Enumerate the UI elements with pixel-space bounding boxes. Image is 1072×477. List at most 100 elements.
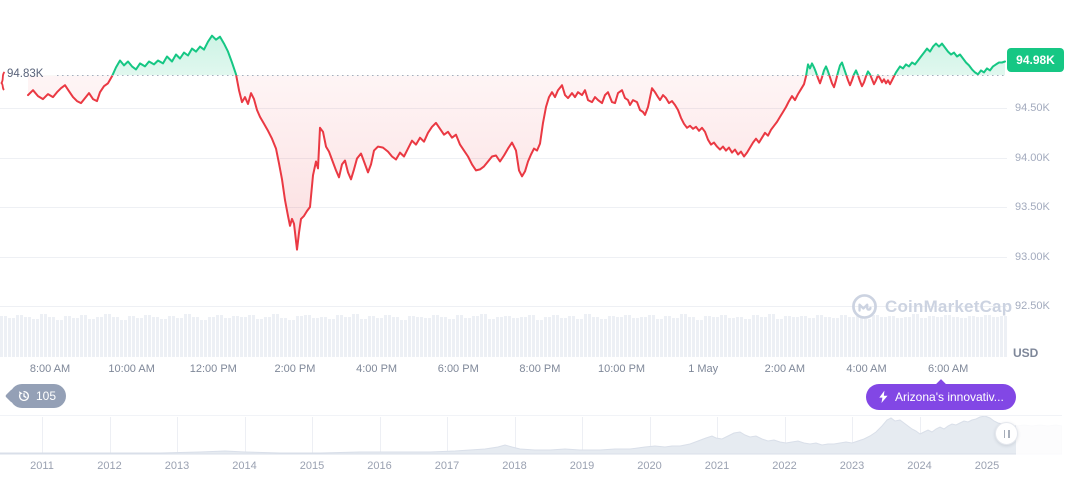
volume-bar — [864, 318, 867, 357]
watchers-count-badge[interactable]: 105 — [10, 384, 67, 408]
time-axis-label: 6:00 AM — [927, 363, 969, 375]
history-clock-icon — [18, 390, 30, 402]
price-axis-label: 92.50K — [1015, 300, 1050, 312]
currency-unit-label: USD — [1013, 346, 1039, 360]
volume-bar — [464, 317, 467, 357]
volume-bar — [20, 315, 23, 357]
volume-bar — [524, 316, 527, 357]
volume-bar — [488, 319, 491, 357]
volume-bar — [260, 318, 263, 357]
year-label: 2012 — [97, 460, 122, 472]
date-range-navigator[interactable]: 2011 2012 2013 2014 2015 2016 2017 2018 2019 2020… — [0, 415, 1062, 477]
time-axis-label: 4:00 AM — [846, 363, 887, 375]
range-drag-handle[interactable] — [995, 422, 1018, 445]
volume-bar — [224, 318, 227, 357]
volume-bar — [244, 317, 247, 357]
volume-bar — [280, 317, 283, 357]
volume-bar — [728, 318, 731, 357]
volume-bar — [340, 315, 343, 357]
volume-bar — [156, 316, 159, 357]
volume-bar — [544, 317, 547, 357]
year-gridline — [109, 417, 111, 454]
volume-bar — [840, 315, 843, 357]
volume-bar — [384, 314, 387, 357]
volume-bar — [480, 314, 483, 357]
volume-bar — [824, 316, 827, 357]
volume-bar — [396, 316, 399, 357]
volume-bar — [780, 318, 783, 357]
volume-bar — [456, 315, 459, 357]
volume-bar — [692, 316, 695, 357]
volume-bar — [168, 315, 171, 357]
volume-bar — [1000, 316, 1003, 357]
handle-grip-icon — [1003, 429, 1005, 438]
volume-bar — [504, 315, 507, 357]
volume-bar — [148, 315, 151, 357]
volume-bar — [324, 316, 327, 357]
coinmarketcap-watermark: CoinMarketCap — [851, 293, 1012, 320]
volume-bar — [928, 316, 931, 357]
volume-bar — [72, 317, 75, 357]
volume-bar — [800, 315, 803, 357]
volume-bar — [924, 317, 927, 357]
volume-bar — [888, 315, 891, 357]
volume-bar — [32, 319, 35, 357]
volume-bar — [832, 318, 835, 357]
volume-bar — [364, 318, 367, 357]
volume-bar — [64, 315, 67, 357]
volume-bar — [284, 317, 287, 357]
volume-bar — [784, 316, 787, 357]
volume-bar — [744, 319, 747, 357]
volume-bar — [344, 317, 347, 357]
volume-bar — [688, 316, 691, 357]
volume-bar — [788, 316, 791, 357]
volume-bar — [512, 318, 515, 357]
volume-bar — [128, 316, 131, 357]
volume-bar — [140, 318, 143, 357]
price-axis-label: 94.00K — [1015, 151, 1050, 164]
volume-bar — [968, 315, 971, 357]
volume-bar — [208, 316, 211, 357]
volume-bar — [332, 319, 335, 357]
news-alert-button[interactable]: Arizona's innovativ... — [866, 384, 1016, 410]
volume-bar — [820, 314, 823, 357]
volume-bar — [644, 316, 647, 357]
year-gridline — [177, 417, 178, 454]
volume-bar — [228, 318, 231, 357]
volume-bar — [392, 316, 395, 357]
volume-bar — [616, 317, 619, 357]
volume-bar — [308, 314, 311, 357]
volume-bar — [752, 315, 755, 357]
volume-bar — [268, 316, 271, 357]
volume-bar — [656, 318, 659, 357]
time-axis-label: 2:00 AM — [764, 363, 806, 375]
price-chart-plot-area[interactable]: 94.83K CoinMarketCap — [0, 0, 1012, 358]
year-label: 2015 — [299, 460, 325, 472]
time-axis-label: 10:00 PM — [598, 363, 646, 375]
price-axis: 94.98K 94.50K 94.00K 93.50K 93.00K 92.50K US… — [1007, 0, 1072, 380]
volume-bar — [184, 314, 187, 357]
year-gridline — [42, 417, 43, 454]
volume-bar — [436, 314, 439, 357]
volume-bar — [416, 317, 419, 357]
volume-bar — [336, 315, 339, 357]
volume-bar — [528, 314, 531, 357]
volume-bar — [12, 318, 15, 357]
volume-bar — [112, 317, 115, 357]
year-gridline — [717, 417, 718, 454]
volume-bar — [400, 319, 403, 357]
volume-bar — [104, 313, 107, 357]
year-gridline — [852, 417, 853, 454]
volume-bar — [164, 319, 167, 357]
volume-bar — [696, 319, 699, 357]
baseline-dotted-line — [57, 75, 1007, 77]
volume-bar — [92, 318, 95, 357]
time-axis-label: 1 May — [688, 363, 719, 375]
volume-bar — [8, 318, 11, 357]
volume-bar — [836, 318, 839, 357]
lightning-icon — [879, 390, 888, 404]
volume-bar — [328, 319, 331, 357]
volume-bar — [408, 315, 411, 357]
volume-bar — [576, 318, 579, 357]
volume-bar — [720, 314, 723, 357]
